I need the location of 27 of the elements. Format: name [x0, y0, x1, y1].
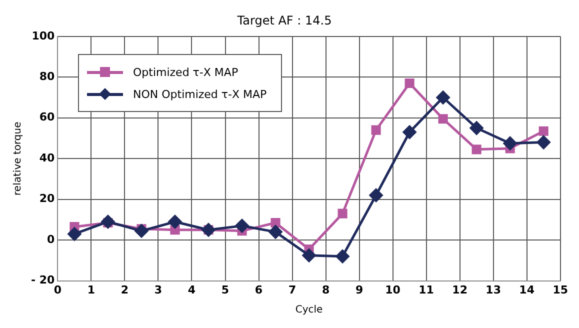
- x-axis-title: Cycle: [295, 304, 323, 316]
- y-tick-label: 20: [39, 192, 56, 206]
- x-tick-label: 10: [385, 283, 401, 296]
- x-tick-label: 8: [322, 283, 330, 296]
- y-tick-label: - 20: [31, 274, 56, 287]
- x-tick-label: 7: [288, 283, 296, 296]
- x-tick-label: 5: [221, 283, 230, 296]
- y-tick-label: 0: [47, 232, 56, 246]
- x-tick-label: 14: [519, 283, 535, 296]
- y-tick-label: 40: [39, 151, 56, 164]
- x-tick-label: 9: [355, 283, 364, 296]
- y-axis-title: relative torque: [12, 122, 24, 196]
- x-tick-label: 2: [120, 283, 129, 296]
- y-tick-label: 100: [32, 29, 56, 42]
- y-tick-label: 80: [39, 70, 56, 83]
- x-tick-label: 6: [254, 283, 263, 296]
- x-tick-label: 4: [188, 283, 196, 296]
- chart-title: Target AF : 14.5: [236, 13, 332, 28]
- legend-label: NON Optimized τ-X MAP: [133, 88, 267, 100]
- x-tick-label: 3: [154, 283, 162, 296]
- x-tick-label: 11: [418, 283, 434, 296]
- x-tick-label: 15: [552, 283, 568, 296]
- x-tick-label: 12: [452, 283, 468, 296]
- y-tick-label: 60: [39, 110, 56, 124]
- x-tick-label: 13: [486, 283, 501, 296]
- legend-label: Optimized τ-X MAP: [133, 66, 238, 78]
- x-tick-label: 1: [87, 283, 96, 296]
